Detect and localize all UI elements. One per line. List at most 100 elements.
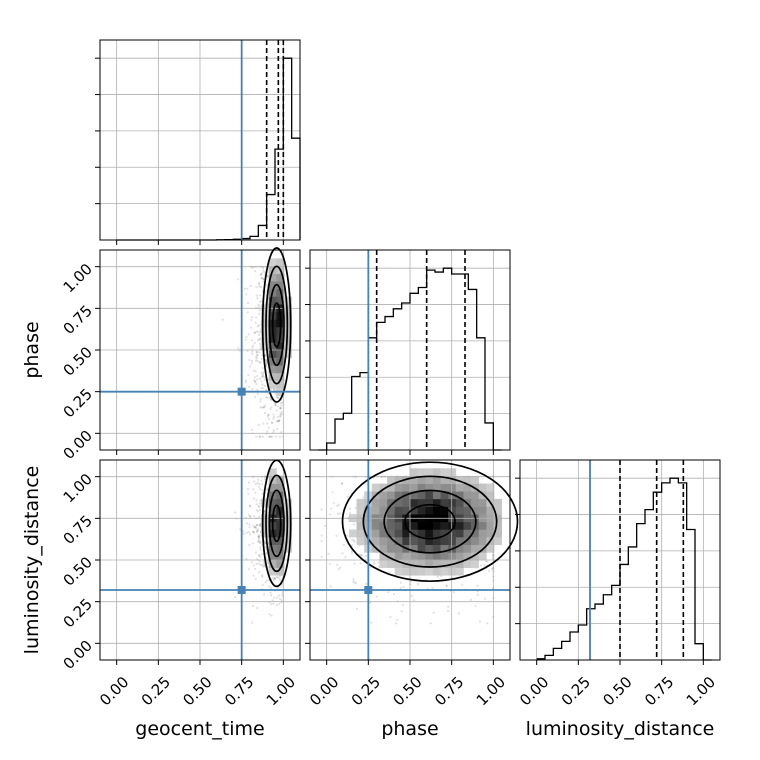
density-cell bbox=[417, 529, 426, 538]
y-tick-label: 0.75 bbox=[60, 512, 96, 548]
scatter-point bbox=[280, 413, 283, 416]
scatter-point bbox=[251, 266, 254, 269]
density-cell bbox=[440, 521, 449, 530]
density-cell bbox=[276, 350, 285, 358]
scatter-point bbox=[328, 562, 331, 565]
scatter-point bbox=[255, 508, 258, 512]
scatter-point bbox=[256, 392, 259, 395]
scatter-point bbox=[280, 585, 283, 588]
scatter-point bbox=[255, 294, 258, 297]
scatter-point bbox=[274, 402, 278, 405]
scatter-point bbox=[258, 525, 262, 528]
density-cell bbox=[410, 560, 418, 568]
x-tick-label: 0.00 bbox=[306, 673, 342, 709]
density-cell bbox=[486, 529, 495, 538]
density-cell bbox=[440, 567, 449, 576]
scatter-point bbox=[365, 554, 368, 558]
density-cell bbox=[417, 544, 426, 553]
scatter-point bbox=[388, 571, 391, 574]
scatter-point bbox=[259, 273, 263, 276]
scatter-point bbox=[258, 571, 261, 574]
scatter-point bbox=[336, 512, 340, 515]
density-cell bbox=[268, 365, 277, 374]
density-cell bbox=[379, 537, 388, 546]
density-cell bbox=[417, 560, 426, 568]
scatter-point bbox=[263, 271, 266, 274]
scatter-point bbox=[416, 582, 420, 586]
density-cell bbox=[432, 529, 441, 538]
scatter-point bbox=[335, 534, 338, 537]
scatter-point bbox=[257, 504, 260, 507]
density-cell bbox=[261, 327, 270, 336]
x-tick-label: 0.75 bbox=[641, 673, 677, 709]
density-cell bbox=[463, 529, 472, 538]
scatter-point bbox=[267, 413, 271, 416]
scatter-point bbox=[340, 482, 343, 485]
scatter-point bbox=[273, 596, 276, 599]
scatter-point bbox=[352, 539, 355, 542]
contour-line bbox=[383, 489, 477, 554]
scatter-point bbox=[256, 353, 259, 357]
density-cell bbox=[276, 380, 285, 389]
scatter-point bbox=[253, 525, 256, 529]
scatter-point bbox=[320, 508, 323, 511]
scatter-point bbox=[377, 561, 380, 564]
truth-marker bbox=[364, 586, 373, 594]
density-cell bbox=[448, 491, 457, 500]
scatter-point bbox=[265, 362, 268, 365]
scatter-point bbox=[257, 283, 261, 286]
scatter-point bbox=[410, 594, 413, 598]
density-cell bbox=[276, 506, 285, 515]
scatter-point bbox=[271, 599, 274, 602]
scatter-point bbox=[436, 575, 440, 578]
scatter-point bbox=[265, 283, 269, 286]
scatter-point bbox=[342, 543, 345, 546]
density-cell bbox=[410, 552, 418, 561]
scatter-point bbox=[255, 350, 258, 354]
scatter-point bbox=[265, 359, 268, 362]
scatter-point bbox=[270, 406, 273, 409]
scatter-point bbox=[258, 482, 261, 486]
scatter-point bbox=[253, 379, 256, 382]
scatter-point bbox=[254, 483, 258, 486]
scatter-point bbox=[255, 330, 258, 333]
density-cell bbox=[356, 506, 365, 515]
scatter-point bbox=[247, 481, 251, 484]
scatter-point bbox=[370, 621, 373, 624]
scatter-point bbox=[250, 362, 253, 365]
scatter-point bbox=[256, 297, 259, 300]
scatter-point bbox=[250, 339, 254, 342]
scatter-point bbox=[246, 311, 249, 314]
density-cell bbox=[261, 334, 270, 343]
scatter-point bbox=[265, 290, 268, 293]
density-cell bbox=[455, 567, 464, 576]
scatter-point bbox=[255, 523, 259, 526]
density-cell bbox=[410, 529, 418, 538]
scatter-point bbox=[267, 426, 270, 429]
density-cell bbox=[455, 498, 464, 507]
scatter-point bbox=[280, 404, 283, 407]
scatter-point bbox=[260, 276, 263, 280]
scatter-point bbox=[269, 586, 272, 590]
density-cell bbox=[448, 552, 457, 561]
scatter-point bbox=[253, 376, 257, 379]
scatter-point bbox=[254, 395, 257, 398]
scatter-point bbox=[245, 531, 248, 534]
density-cell bbox=[463, 521, 472, 530]
density-cell bbox=[494, 521, 502, 530]
x-tick-label: 0.50 bbox=[599, 673, 635, 709]
scatter-point bbox=[277, 396, 280, 400]
x-tick-label: 0.25 bbox=[558, 673, 594, 709]
density-cell bbox=[268, 567, 277, 576]
scatter-point bbox=[259, 285, 263, 289]
density-cell bbox=[494, 529, 502, 538]
density-cell bbox=[371, 506, 380, 515]
scatter-point bbox=[353, 562, 356, 565]
density-cell bbox=[478, 552, 487, 561]
scatter-point bbox=[476, 590, 479, 593]
scatter-point bbox=[445, 584, 448, 588]
density-cell bbox=[284, 498, 292, 507]
density-cell bbox=[425, 491, 434, 500]
scatter-point bbox=[237, 278, 240, 281]
scatter-point bbox=[246, 301, 250, 305]
